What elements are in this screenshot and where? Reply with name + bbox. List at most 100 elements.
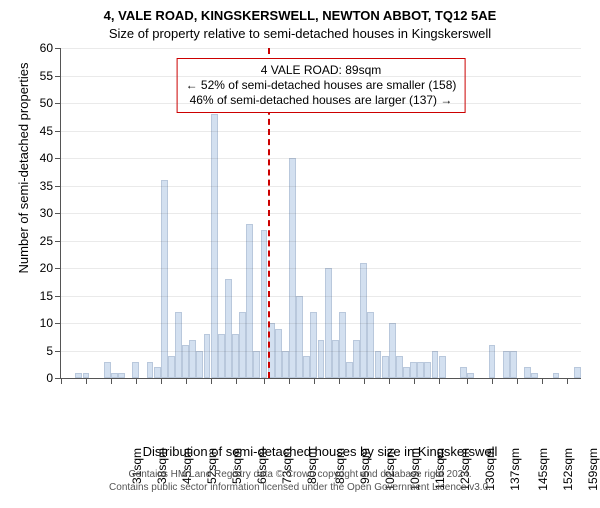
histogram-bar [161, 180, 168, 378]
histogram-bar [253, 351, 260, 379]
histogram-bar [318, 340, 325, 379]
footer-line-1: Contains HM Land Registry data © Crown c… [0, 468, 600, 481]
y-tick-label: 50 [40, 96, 61, 110]
histogram-bar [432, 351, 439, 379]
x-tick [492, 378, 493, 384]
gridline [61, 48, 581, 49]
y-axis-label: Number of semi-detached properties [16, 3, 31, 333]
histogram-bar [239, 312, 246, 378]
y-tick-label: 35 [40, 179, 61, 193]
gridline [61, 186, 581, 187]
x-tick [314, 378, 315, 384]
chart-title: 4, VALE ROAD, KINGSKERSWELL, NEWTON ABBO… [0, 8, 600, 23]
footer-line-2: Contains public sector information licen… [0, 481, 600, 494]
histogram-bar [111, 373, 118, 379]
histogram-bar [132, 362, 139, 379]
y-tick-label: 0 [46, 371, 61, 385]
histogram-bar [118, 373, 125, 379]
x-tick [517, 378, 518, 384]
histogram-bar [503, 351, 510, 379]
histogram-bar [396, 356, 403, 378]
histogram-bar [353, 340, 360, 379]
histogram-bar [553, 373, 560, 379]
histogram-bar [204, 334, 211, 378]
x-tick [111, 378, 112, 384]
y-tick-label: 20 [40, 261, 61, 275]
histogram-bar [310, 312, 317, 378]
histogram-bar [510, 351, 517, 379]
x-tick [339, 378, 340, 384]
x-tick [186, 378, 187, 384]
histogram-bar [282, 351, 289, 379]
histogram-bar [261, 230, 268, 379]
y-tick-label: 15 [40, 289, 61, 303]
gridline [61, 241, 581, 242]
y-tick-label: 40 [40, 151, 61, 165]
histogram-bar [211, 114, 218, 378]
x-tick [364, 378, 365, 384]
y-tick-label: 60 [40, 41, 61, 55]
y-tick-label: 30 [40, 206, 61, 220]
gridline [61, 103, 581, 104]
histogram-bar [467, 373, 474, 379]
histogram-bar [154, 367, 161, 378]
histogram-bar [168, 356, 175, 378]
footer-attribution: Contains HM Land Registry data © Crown c… [0, 468, 600, 494]
histogram-bar [346, 362, 353, 379]
plot-area: 4 VALE ROAD: 89sqm ← 52% of semi-detache… [60, 48, 581, 379]
chart-root: 4, VALE ROAD, KINGSKERSWELL, NEWTON ABBO… [0, 0, 600, 500]
gridline [61, 76, 581, 77]
histogram-bar [225, 279, 232, 378]
annotation-line-3: 46% of semi-detached houses are larger (… [186, 93, 457, 108]
histogram-bar [189, 340, 196, 379]
gridline [61, 213, 581, 214]
annotation-line-2: ← 52% of semi-detached houses are smalle… [186, 78, 457, 93]
histogram-bar [367, 312, 374, 378]
histogram-bar [196, 351, 203, 379]
chart-subtitle: Size of property relative to semi-detach… [0, 26, 600, 41]
histogram-bar [439, 356, 446, 378]
gridline [61, 323, 581, 324]
y-tick-label: 25 [40, 234, 61, 248]
x-tick [136, 378, 137, 384]
histogram-bar [175, 312, 182, 378]
histogram-bar [246, 224, 253, 378]
histogram-bar [75, 373, 82, 379]
x-tick [542, 378, 543, 384]
x-tick [567, 378, 568, 384]
x-tick [211, 378, 212, 384]
y-tick-label: 45 [40, 124, 61, 138]
histogram-bar [531, 373, 538, 379]
histogram-bar [424, 362, 431, 379]
x-tick [439, 378, 440, 384]
histogram-bar [410, 362, 417, 379]
histogram-bar [360, 263, 367, 379]
x-tick [236, 378, 237, 384]
histogram-bar [382, 356, 389, 378]
x-tick [414, 378, 415, 384]
gridline [61, 131, 581, 132]
y-tick-label: 5 [46, 344, 61, 358]
histogram-bar [375, 351, 382, 379]
histogram-bar [303, 356, 310, 378]
x-tick [86, 378, 87, 384]
gridline [61, 351, 581, 352]
histogram-bar [574, 367, 581, 378]
histogram-bar [104, 362, 111, 379]
gridline [61, 158, 581, 159]
y-tick-label: 10 [40, 316, 61, 330]
gridline [61, 296, 581, 297]
histogram-bar [332, 340, 339, 379]
x-tick [289, 378, 290, 384]
histogram-bar [275, 329, 282, 379]
histogram-bar [417, 362, 424, 379]
y-tick-label: 55 [40, 69, 61, 83]
histogram-bar [232, 334, 239, 378]
histogram-bar [218, 334, 225, 378]
x-tick [467, 378, 468, 384]
x-tick [161, 378, 162, 384]
x-tick [264, 378, 265, 384]
x-axis-label: Distribution of semi-detached houses by … [60, 444, 580, 459]
x-tick [61, 378, 62, 384]
histogram-bar [339, 312, 346, 378]
